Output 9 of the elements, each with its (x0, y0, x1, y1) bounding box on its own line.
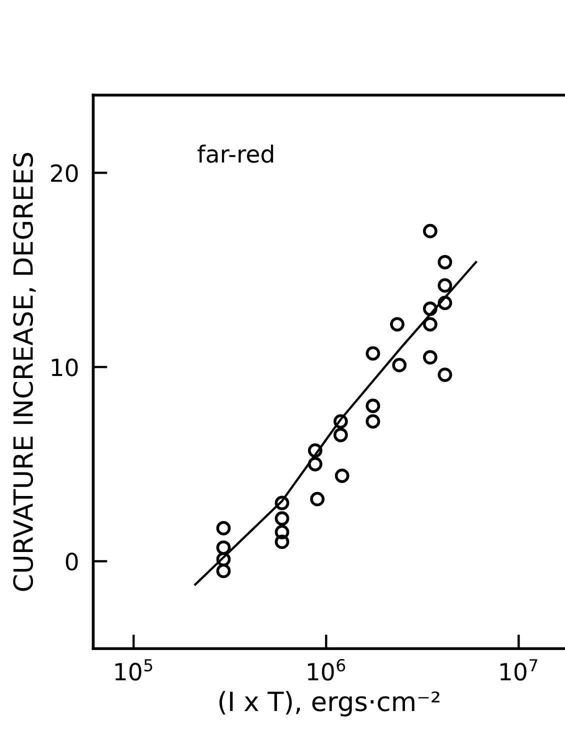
x-axis-title: (I x T), ergs·cm⁻² (219, 690, 440, 716)
y-tick-label: 20 (51, 164, 78, 182)
x-tick-label: 10$^{6}$ (308, 658, 346, 681)
x-tick-label: 10$^{5}$ (115, 659, 152, 681)
y-tick-label: 0 (66, 552, 78, 571)
y-axis-title: CURVATURE INCREASE, DEGREES (13, 152, 36, 591)
y-tick-label: 10 (52, 358, 78, 376)
annotation: far-red (198, 144, 274, 163)
x-tick-label: 10$^{7}$ (500, 659, 538, 681)
